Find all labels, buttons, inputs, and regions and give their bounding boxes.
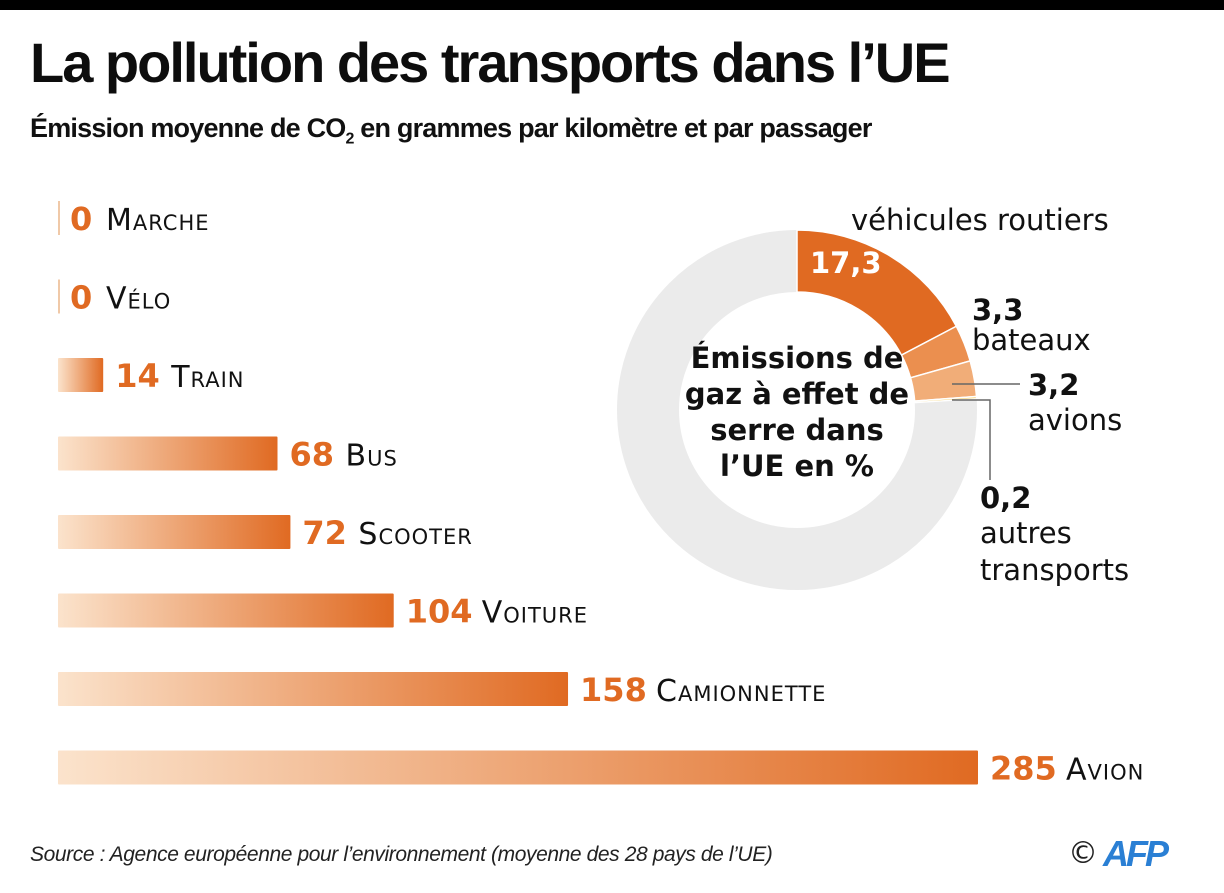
bar (58, 515, 291, 549)
bar-category-label: Vélo (106, 282, 171, 317)
bar-row: 72 Scooter (58, 514, 472, 552)
bar-value-label: 72 (302, 514, 347, 552)
bar-value-label: 0 (70, 279, 92, 317)
subtitle-post: en grammes par kilomètre et par passager (353, 113, 872, 143)
donut-center-label: Émissions de (691, 341, 904, 375)
afp-logo: AFP (1103, 833, 1169, 874)
bar (58, 436, 278, 471)
bar-row: 285 Avion (58, 750, 1144, 788)
bar-value-label: 68 (290, 436, 335, 474)
donut-center-label: serre dans (710, 413, 884, 447)
chart-title: La pollution des transports dans l’UE (30, 31, 951, 94)
donut-center-label: l’UE en % (720, 449, 874, 483)
bar-row: 14 Train (58, 357, 244, 395)
donut-slice (913, 395, 978, 404)
slice-value-label: 17,3 (810, 246, 882, 280)
bar-category-label: Voiture (482, 596, 588, 631)
bar (58, 279, 60, 314)
bar-row: 0 Marche (58, 200, 210, 238)
copyright-symbol: © (1068, 836, 1098, 871)
source-note: Source : Agence européenne pour l’enviro… (30, 843, 773, 866)
bar-category-label: Avion (1066, 753, 1144, 788)
top-rule (0, 0, 1224, 10)
slice-value-label: 3,3 (972, 293, 1023, 327)
slice-category-label: transports (980, 553, 1129, 587)
slice-category-label: véhicules routiers (851, 203, 1109, 237)
slice-value-label: 3,2 (1028, 368, 1079, 402)
slice-value-label: 0,2 (980, 481, 1031, 515)
bar-row: 104 Voiture (58, 593, 588, 631)
bar (58, 201, 60, 235)
chart-subtitle: Émission moyenne de CO2 en grammes par k… (30, 113, 872, 148)
bar-category-label: Train (170, 360, 244, 395)
bar (58, 358, 104, 392)
donut-center-label: gaz à effet de (685, 377, 909, 411)
bar (58, 672, 569, 706)
subtitle-subscript: 2 (345, 130, 354, 148)
bar-value-label: 158 (580, 671, 647, 709)
bar-row: 158 Camionnette (58, 671, 826, 709)
slice-category-label: bateaux (972, 323, 1091, 357)
bar-value-label: 14 (115, 357, 160, 395)
bar-category-label: Camionnette (656, 674, 826, 709)
slice-category-label: avions (1028, 403, 1122, 437)
bar-category-label: Bus (346, 439, 398, 474)
bar-category-label: Marche (106, 203, 210, 238)
bar-value-label: 104 (406, 593, 473, 631)
bar-row: 0 Vélo (58, 279, 171, 317)
leader-line (952, 399, 991, 480)
bar (58, 593, 394, 628)
bar (58, 750, 978, 785)
bar-chart: 0 Marche 0 Vélo 14 Train 68 Bus 72 Scooter 104 Voit… (58, 200, 1144, 788)
bar-category-label: Scooter (358, 517, 472, 552)
bar-value-label: 0 (70, 200, 92, 238)
slice-category-label: autres (980, 516, 1072, 550)
subtitle-pre: Émission moyenne de CO (30, 113, 346, 143)
bar-row: 68 Bus (58, 436, 398, 474)
bar-value-label: 285 (990, 750, 1057, 788)
